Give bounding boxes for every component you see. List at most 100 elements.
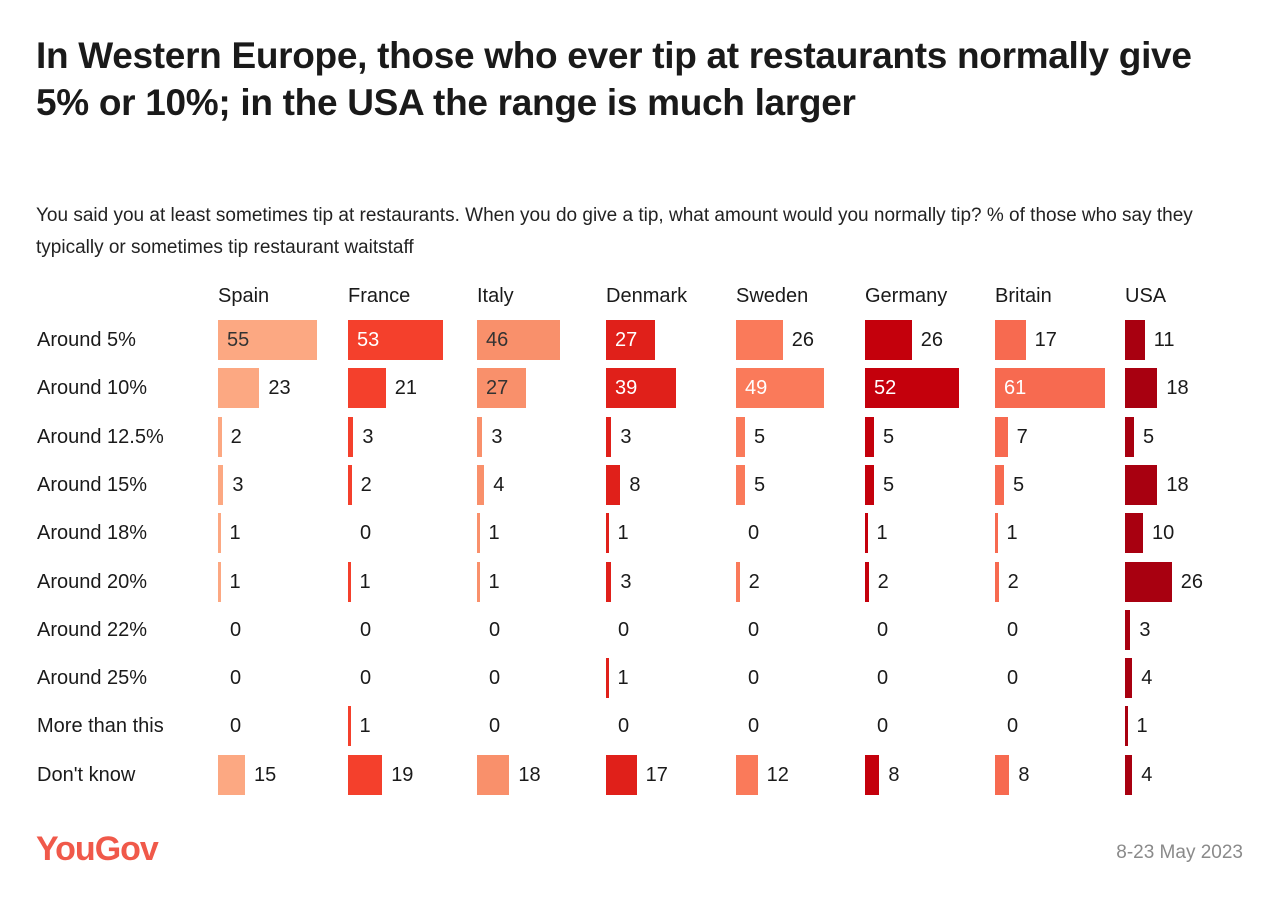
bar xyxy=(865,754,880,795)
bar xyxy=(736,320,783,360)
row-label: Around 10% xyxy=(37,377,148,400)
data-label: 12 xyxy=(766,763,789,786)
data-label: 0 xyxy=(1007,618,1019,641)
column-header: Spain xyxy=(218,285,270,307)
data-label: 26 xyxy=(1180,570,1204,593)
bar xyxy=(865,416,874,457)
bar xyxy=(606,320,655,360)
bar xyxy=(606,513,609,554)
data-label: 18 xyxy=(1166,473,1189,496)
data-label: 8 xyxy=(888,763,900,786)
bar xyxy=(1125,464,1158,505)
bar xyxy=(218,320,317,360)
data-label: 3 xyxy=(491,425,503,448)
data-label: 3 xyxy=(1139,618,1151,641)
bar xyxy=(865,561,869,602)
data-label: 0 xyxy=(489,715,501,738)
data-label: 7 xyxy=(1016,425,1028,448)
data-label: 4 xyxy=(1141,763,1153,786)
data-label: 49 xyxy=(745,377,768,400)
chart-subtitle: You said you at least sometimes tip at r… xyxy=(36,205,1193,258)
data-label: 8 xyxy=(629,473,641,496)
data-label: 2 xyxy=(748,570,760,593)
data-label: 52 xyxy=(874,377,897,400)
bar xyxy=(1125,416,1134,457)
bar xyxy=(218,464,224,505)
data-label: 1 xyxy=(229,522,241,545)
bar xyxy=(348,464,352,505)
data-label: 0 xyxy=(748,618,760,641)
bar xyxy=(1125,609,1131,650)
bar xyxy=(606,754,637,795)
bar xyxy=(865,464,874,505)
bar xyxy=(477,416,483,457)
data-label: 3 xyxy=(232,473,244,496)
bar xyxy=(1125,561,1172,602)
data-label: 19 xyxy=(391,763,414,786)
data-label: 0 xyxy=(360,667,372,690)
data-label: 1 xyxy=(1006,522,1018,545)
data-label: 18 xyxy=(518,763,541,786)
data-label: 5 xyxy=(1013,473,1025,496)
bar xyxy=(1125,658,1133,699)
data-label: 26 xyxy=(920,329,944,351)
data-label: 0 xyxy=(877,715,889,738)
data-label: 3 xyxy=(620,425,632,448)
row-label: Around 18% xyxy=(37,522,148,545)
bar xyxy=(995,513,998,554)
data-label: 0 xyxy=(748,667,760,690)
data-label: 4 xyxy=(1141,667,1153,690)
bar xyxy=(865,320,912,360)
data-label: 0 xyxy=(618,715,630,738)
row-label: Around 12.5% xyxy=(37,425,164,448)
column-header: Italy xyxy=(477,285,514,307)
chart-title: In Western Europe, those who ever tip at… xyxy=(36,35,1192,123)
bar xyxy=(348,706,351,747)
column-header: Britain xyxy=(995,285,1052,307)
bar xyxy=(995,368,1105,409)
bar xyxy=(477,368,526,409)
data-label: 55 xyxy=(227,329,250,351)
data-label: 1 xyxy=(617,522,629,545)
bar xyxy=(606,416,612,457)
column-header: Sweden xyxy=(736,285,809,307)
bar xyxy=(736,754,758,795)
data-label: 1 xyxy=(359,715,371,738)
data-label: 2 xyxy=(877,570,889,593)
bar xyxy=(736,368,825,409)
bar xyxy=(477,464,485,505)
data-label: 0 xyxy=(360,522,372,545)
data-label: 2 xyxy=(230,425,242,448)
row-label: Don't know xyxy=(37,763,136,786)
data-label: 0 xyxy=(230,667,242,690)
bar xyxy=(218,513,221,554)
data-label: 27 xyxy=(486,377,509,400)
data-label: 4 xyxy=(493,473,505,496)
row-label: Around 15% xyxy=(37,473,148,496)
data-label: 21 xyxy=(394,377,418,400)
row-label: More than this xyxy=(37,715,164,738)
data-label: 1 xyxy=(488,522,500,545)
bar xyxy=(736,464,745,505)
data-label: 61 xyxy=(1004,377,1027,400)
column-header: USA xyxy=(1125,285,1167,307)
bar xyxy=(606,658,609,699)
bar xyxy=(995,754,1010,795)
bar xyxy=(995,464,1004,505)
bar xyxy=(995,416,1008,457)
bar xyxy=(606,368,677,409)
data-label: 39 xyxy=(615,377,638,400)
bar xyxy=(1125,513,1143,554)
data-label: 1 xyxy=(488,570,500,593)
data-label: 3 xyxy=(620,570,632,593)
data-label: 5 xyxy=(883,425,895,448)
data-label: 8 xyxy=(1018,763,1030,786)
data-label: 5 xyxy=(754,425,766,448)
column-header: France xyxy=(348,285,411,307)
row-label: Around 25% xyxy=(37,667,148,690)
bar xyxy=(477,561,480,602)
data-label: 0 xyxy=(748,522,760,545)
bar xyxy=(1125,320,1145,360)
data-label: 1 xyxy=(229,570,241,593)
